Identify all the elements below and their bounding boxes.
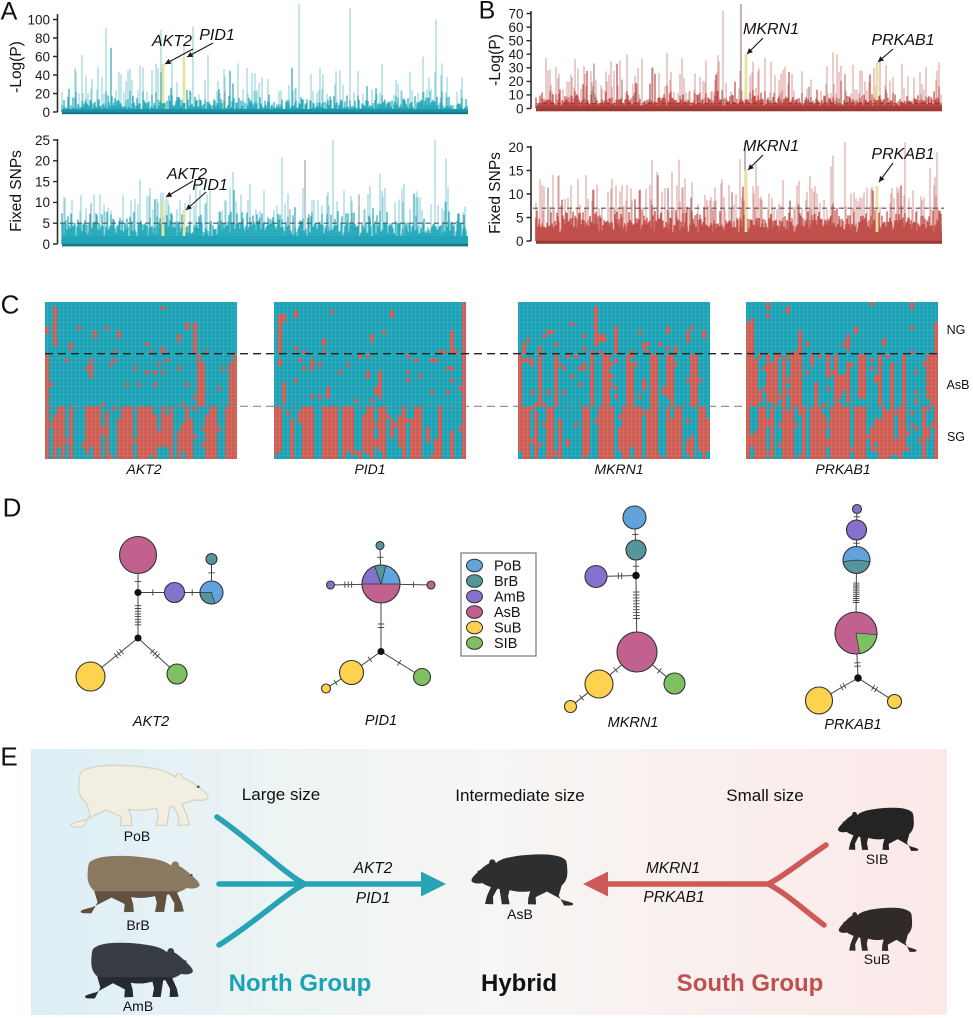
svg-text:5: 5 [42, 216, 50, 231]
svg-text:100: 100 [27, 12, 50, 27]
svg-text:60: 60 [35, 49, 50, 64]
svg-text:70: 70 [508, 6, 523, 21]
svg-text:50: 50 [508, 34, 523, 49]
svg-text:BrB: BrB [494, 574, 518, 590]
svg-text:AsB: AsB [494, 605, 521, 621]
svg-text:PoB: PoB [494, 559, 521, 575]
svg-text:0: 0 [42, 105, 50, 120]
svg-text:0: 0 [516, 234, 524, 249]
svg-text:SIB: SIB [494, 636, 517, 652]
svg-text:20: 20 [508, 140, 523, 155]
svg-text:20: 20 [508, 74, 523, 89]
svg-text:0: 0 [42, 237, 50, 252]
svg-text:5: 5 [516, 210, 524, 225]
svg-text:20: 20 [35, 86, 50, 101]
svg-text:30: 30 [508, 61, 523, 76]
svg-text:AmB: AmB [494, 590, 525, 606]
svg-text:40: 40 [35, 68, 50, 83]
svg-text:20: 20 [35, 154, 50, 169]
svg-text:SuB: SuB [494, 621, 521, 637]
svg-text:10: 10 [35, 195, 50, 210]
svg-text:0: 0 [516, 101, 524, 116]
svg-text:15: 15 [35, 174, 50, 189]
svg-text:60: 60 [508, 20, 523, 35]
svg-text:80: 80 [35, 31, 50, 46]
svg-text:40: 40 [508, 47, 523, 62]
svg-text:10: 10 [508, 88, 523, 103]
svg-text:10: 10 [508, 187, 523, 202]
svg-text:15: 15 [508, 163, 523, 178]
svg-text:25: 25 [35, 133, 50, 148]
